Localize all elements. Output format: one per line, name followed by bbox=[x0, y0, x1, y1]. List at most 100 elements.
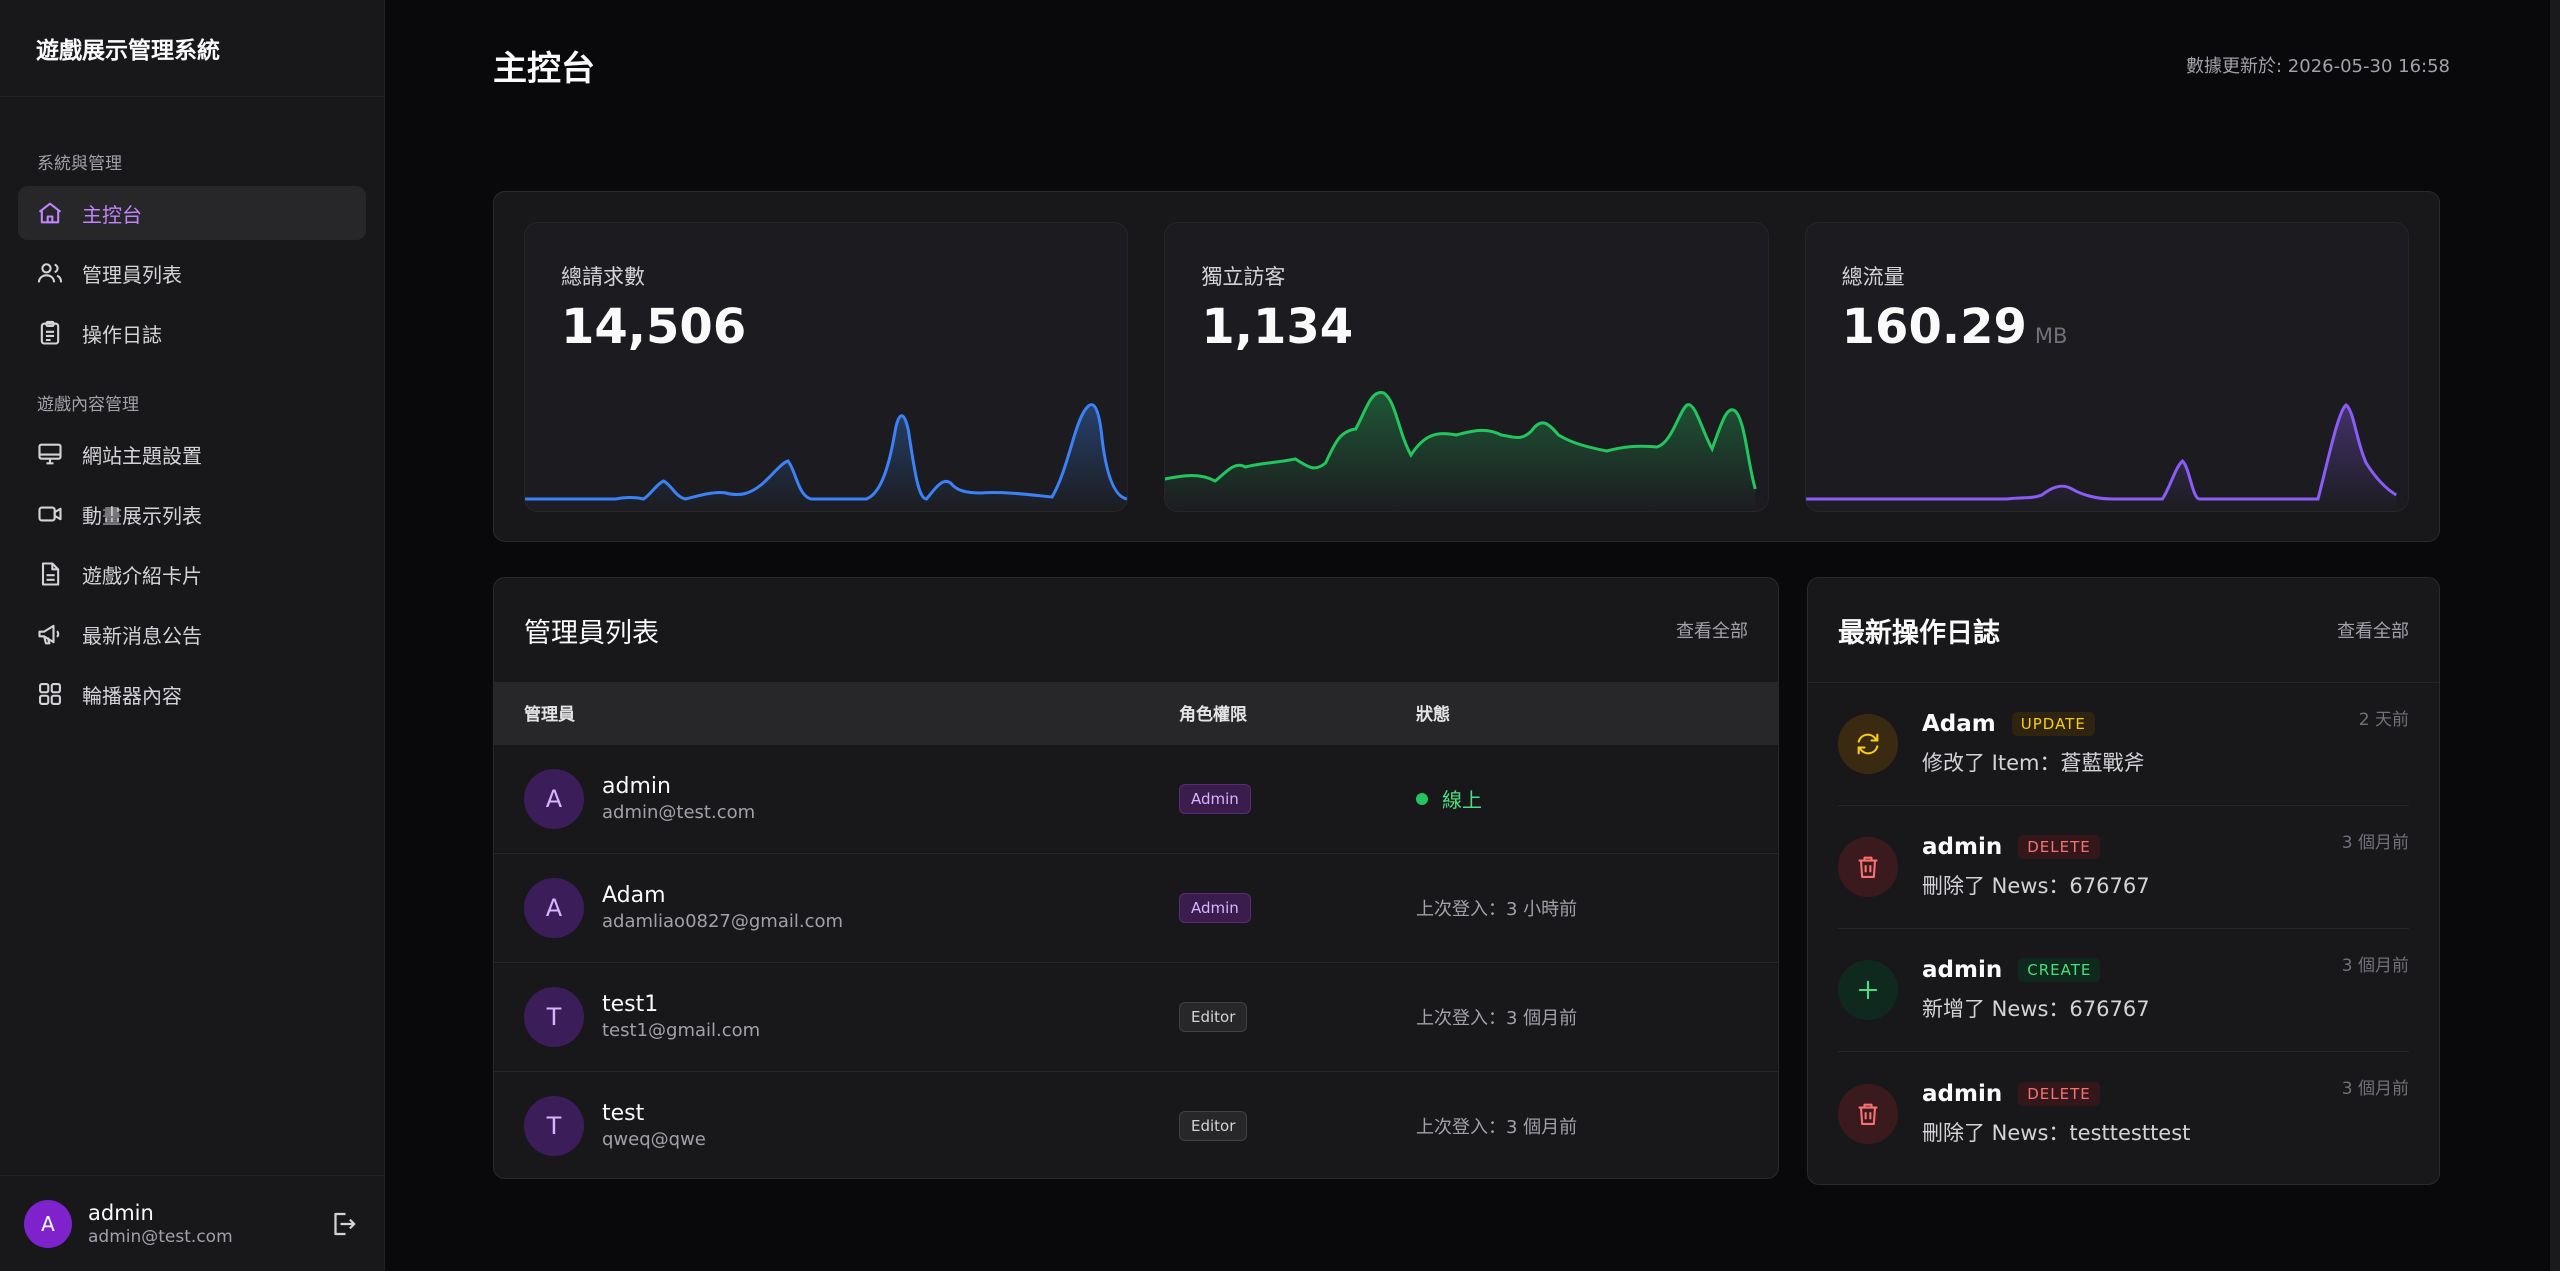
admin-name: test1 bbox=[602, 992, 659, 1017]
sidebar-item-label: 操作日誌 bbox=[82, 322, 162, 347]
data-updated-time: 數據更新於: 2026-05-30 16:58 bbox=[2186, 56, 2450, 77]
sparkline-traffic bbox=[1805, 403, 2397, 511]
log-description: 修改了 Item：蒼藍戰斧 bbox=[1922, 751, 2145, 775]
sidebar-item-logs[interactable]: 操作日誌 bbox=[18, 306, 366, 360]
status-online: 線上 bbox=[1416, 784, 1748, 813]
role-badge: Editor bbox=[1179, 1110, 1248, 1141]
sidebar-item-animations[interactable]: 動畫展示列表 bbox=[18, 487, 366, 541]
plus-icon bbox=[1838, 960, 1898, 1020]
sparkline-requests bbox=[525, 403, 1128, 511]
trash-icon bbox=[1838, 837, 1898, 897]
refresh-icon bbox=[1838, 714, 1898, 774]
document-icon bbox=[36, 560, 64, 588]
stat-number: 14,506 bbox=[561, 299, 747, 355]
stat-card-requests: 總請求數 14,506 bbox=[524, 222, 1129, 512]
log-description: 新增了 News：676767 bbox=[1922, 997, 2150, 1021]
list-item[interactable]: admin DELETE 刪除了 News：testtesttest 3 個月前 bbox=[1838, 1052, 2409, 1175]
video-icon bbox=[36, 500, 64, 528]
avatar: A bbox=[524, 768, 584, 829]
admins-panel-title: 管理員列表 bbox=[524, 617, 659, 649]
log-time: 3 個月前 bbox=[2341, 1079, 2409, 1099]
log-time: 3 個月前 bbox=[2341, 833, 2409, 853]
avatar: A bbox=[524, 877, 584, 938]
list-item[interactable]: admin DELETE 刪除了 News：676767 3 個月前 bbox=[1838, 806, 2409, 929]
role-badge: Admin bbox=[1179, 892, 1251, 923]
status-text: 上次登入：3 個月前 bbox=[1416, 1007, 1578, 1029]
stat-label: 獨立訪客 bbox=[1201, 265, 1286, 289]
sidebar-item-label: 動畫展示列表 bbox=[82, 503, 202, 528]
admins-panel-header: 管理員列表 查看全部 bbox=[494, 578, 1778, 682]
logs-panel: 最新操作日誌 查看全部 Adam UPDATE 修改了 Item：蒼藍戰斧 bbox=[1807, 577, 2440, 1185]
action-badge: UPDATE bbox=[2011, 712, 2095, 736]
admins-view-all-link[interactable]: 查看全部 bbox=[1676, 621, 1748, 642]
sidebar-item-news[interactable]: 最新消息公告 bbox=[18, 607, 366, 661]
stat-number: 160.29 bbox=[1841, 299, 2027, 355]
action-badge: DELETE bbox=[2018, 835, 2100, 859]
sidebar-item-label: 管理員列表 bbox=[82, 262, 182, 287]
sidebar-item-theme[interactable]: 網站主題設置 bbox=[18, 427, 366, 481]
admin-email: adamliao0827@gmail.com bbox=[602, 911, 844, 932]
sidebar-item-cards[interactable]: 遊戲介紹卡片 bbox=[18, 547, 366, 601]
stat-label: 總請求數 bbox=[561, 265, 645, 289]
table-row[interactable]: A Adam adamliao0827@gmail.com Admin 上次登入… bbox=[494, 853, 1778, 962]
sidebar-item-admins[interactable]: 管理員列表 bbox=[18, 246, 366, 300]
stat-value: 160.29 MB bbox=[1842, 299, 2068, 355]
trash-icon bbox=[1838, 1083, 1898, 1144]
table-row[interactable]: T test qweq@qwe Editor 上次登入：3 個月前 bbox=[494, 1071, 1778, 1178]
nav-section-system: 系統與管理 bbox=[37, 154, 122, 174]
avatar: T bbox=[524, 986, 584, 1047]
status-text: 上次登入：3 小時前 bbox=[1416, 898, 1578, 920]
log-time: 2 天前 bbox=[2358, 710, 2409, 730]
stat-card-traffic: 總流量 160.29 MB bbox=[1804, 222, 2409, 512]
avatar: A bbox=[24, 1199, 72, 1248]
sidebar-item-carousel[interactable]: 輪播器內容 bbox=[18, 667, 366, 721]
sidebar-item-label: 主控台 bbox=[82, 202, 142, 227]
column-header-role: 角色權限 bbox=[1179, 705, 1247, 726]
users-icon bbox=[36, 259, 64, 287]
admin-name: admin bbox=[602, 774, 671, 799]
page-header: 主控台 數據更新於: 2026-05-30 16:58 bbox=[493, 0, 2450, 190]
home-icon bbox=[36, 199, 64, 227]
grid-icon bbox=[36, 680, 64, 708]
table-row[interactable]: T test1 test1@gmail.com Editor 上次登入：3 個月… bbox=[494, 962, 1778, 1071]
logs-panel-header: 最新操作日誌 查看全部 bbox=[1808, 578, 2439, 682]
online-dot-icon bbox=[1416, 792, 1428, 805]
sidebar: 遊戲展示管理系統 系統與管理 主控台 管理員列表 操作日誌 遊戲內容管理 bbox=[0, 0, 385, 1271]
column-header-admin: 管理員 bbox=[524, 705, 575, 726]
table-row[interactable]: A admin admin@test.com Admin 線上 bbox=[494, 744, 1778, 853]
sidebar-item-label: 最新消息公告 bbox=[82, 623, 202, 648]
current-user-email: admin@test.com bbox=[88, 1226, 233, 1247]
admin-email: admin@test.com bbox=[602, 802, 756, 823]
stat-unit: MB bbox=[2034, 324, 2068, 348]
current-user-info: admin admin@test.com bbox=[88, 1201, 326, 1247]
avatar: T bbox=[524, 1095, 584, 1156]
main-content: 主控台 數據更新於: 2026-05-30 16:58 總請求數 14,506 … bbox=[385, 0, 2560, 1271]
stat-number: 1,134 bbox=[1201, 299, 1354, 355]
brand-title: 遊戲展示管理系統 bbox=[0, 0, 384, 97]
sidebar-item-label: 輪播器內容 bbox=[82, 683, 182, 708]
column-header-status: 狀態 bbox=[1416, 705, 1450, 726]
admin-email: qweq@qwe bbox=[602, 1129, 706, 1151]
status-text: 上次登入：3 個月前 bbox=[1416, 1116, 1578, 1138]
stat-card-visitors: 獨立訪客 1,134 bbox=[1164, 222, 1769, 512]
nav-section-content: 遊戲內容管理 bbox=[37, 395, 139, 415]
log-user: admin bbox=[1922, 1080, 2003, 1107]
vertical-scrollbar[interactable] bbox=[2550, 0, 2560, 1271]
logout-icon[interactable] bbox=[326, 1207, 360, 1241]
stat-label: 總流量 bbox=[1841, 265, 1905, 289]
stat-value: 14,506 bbox=[561, 299, 746, 355]
list-item[interactable]: Adam UPDATE 修改了 Item：蒼藍戰斧 2 天前 bbox=[1838, 683, 2409, 806]
megaphone-icon bbox=[36, 620, 64, 648]
list-item[interactable]: admin CREATE 新增了 News：676767 3 個月前 bbox=[1838, 929, 2409, 1052]
log-description: 刪除了 News：testtesttest bbox=[1922, 1120, 2191, 1145]
sidebar-user-footer: A admin admin@test.com bbox=[0, 1175, 384, 1271]
sidebar-item-dashboard[interactable]: 主控台 bbox=[18, 186, 366, 240]
monitor-icon bbox=[36, 440, 64, 468]
sidebar-item-label: 網站主題設置 bbox=[82, 443, 202, 468]
admin-name: Adam bbox=[602, 883, 666, 908]
logs-view-all-link[interactable]: 查看全部 bbox=[2337, 621, 2409, 642]
sidebar-item-label: 遊戲介紹卡片 bbox=[82, 563, 202, 588]
sparkline-visitors bbox=[1165, 391, 1758, 511]
log-time: 3 個月前 bbox=[2341, 956, 2409, 976]
